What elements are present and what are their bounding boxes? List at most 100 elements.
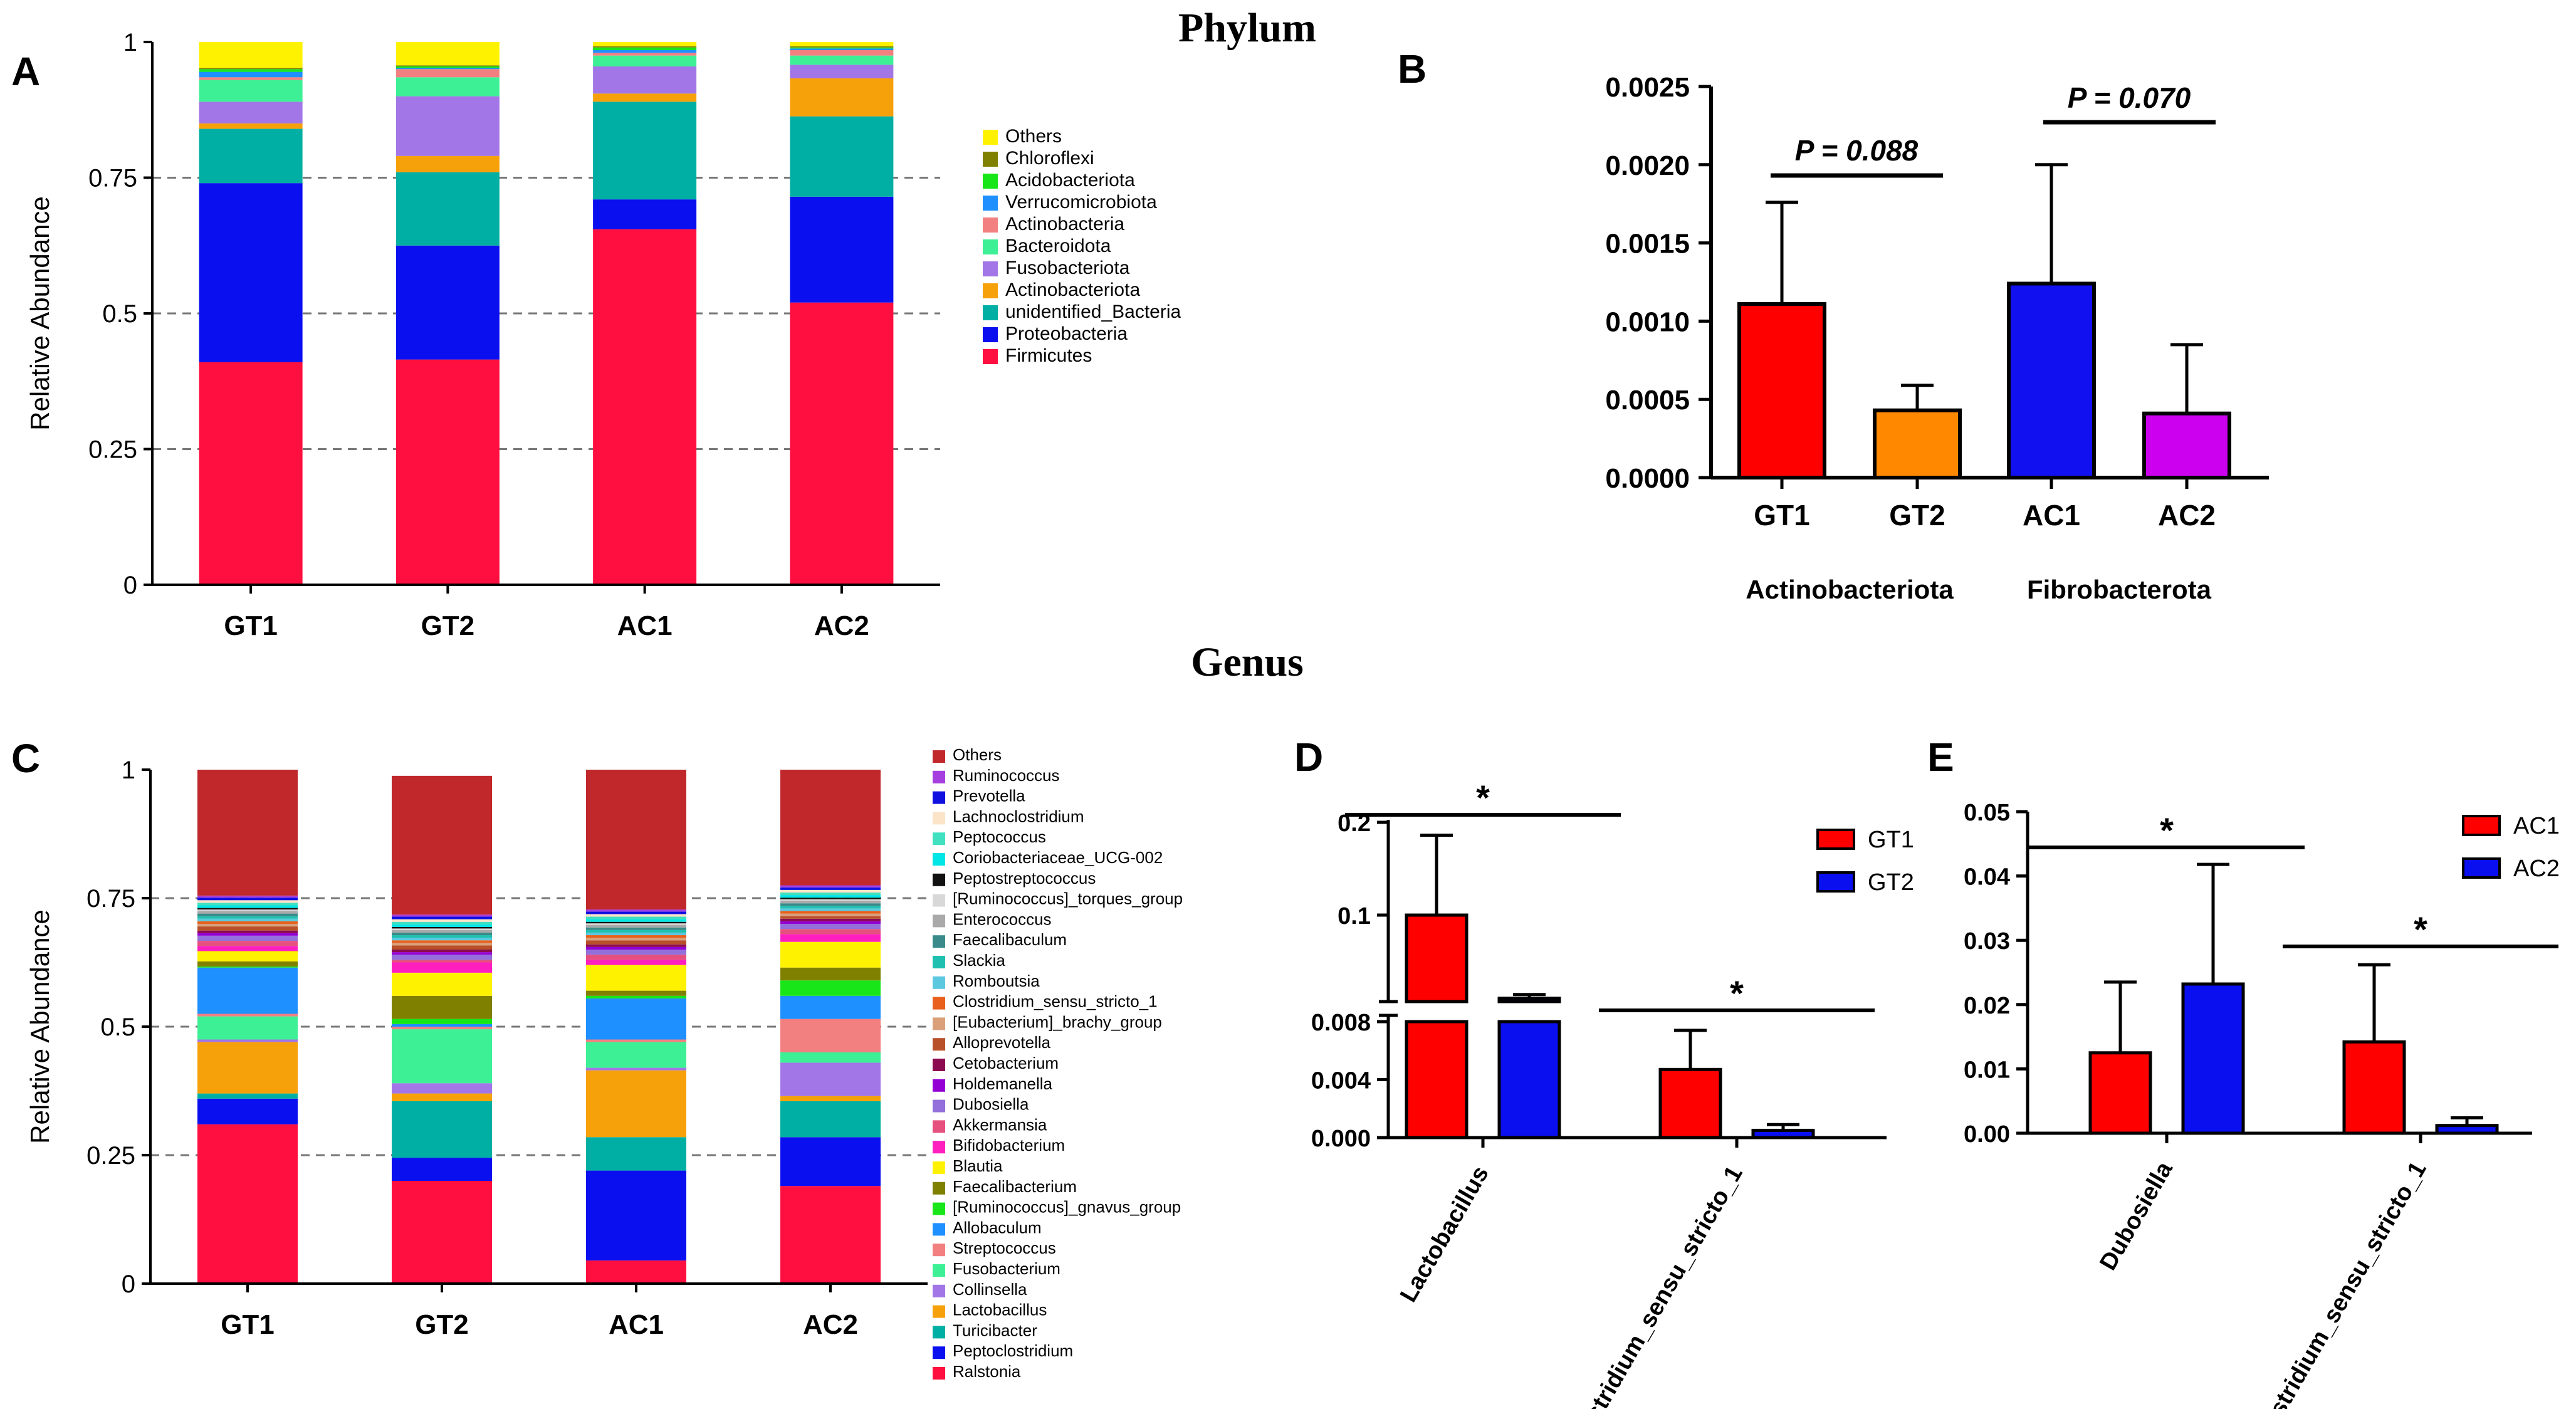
bar-segment-fusobacterium bbox=[392, 1029, 492, 1084]
x-tick-label: AC1 bbox=[617, 610, 673, 641]
legend-swatch bbox=[983, 196, 998, 211]
bar-segment-firmicutes bbox=[199, 362, 303, 585]
legend-swatch bbox=[933, 894, 945, 907]
x-tick-label: Lactobacillus bbox=[1395, 1162, 1494, 1307]
legend-swatch bbox=[933, 770, 945, 783]
bar-ac1 bbox=[2007, 281, 2096, 479]
y-tick-label: 0.0015 bbox=[1605, 229, 1690, 259]
bar-segment-akkermansia bbox=[392, 960, 492, 963]
bar-segment-others bbox=[790, 42, 894, 46]
bar-ac2 bbox=[2181, 982, 2245, 1135]
bar-segment-firmicutes bbox=[790, 302, 894, 585]
panel-letter: E bbox=[1927, 735, 1954, 780]
legend-swatch bbox=[933, 1141, 945, 1154]
legend-label: Ralstonia bbox=[953, 1362, 1021, 1381]
bar-segment-turicibacter bbox=[392, 1101, 492, 1158]
bar-segment-slackia bbox=[780, 906, 881, 909]
bar-segment-ruminococcus bbox=[586, 909, 686, 912]
bar-segment--ruminococcus-gnavus-group bbox=[586, 995, 686, 998]
bar-segment-chloroflexi bbox=[395, 65, 500, 66]
bar-segment-peptostreptococcus bbox=[197, 908, 298, 910]
y-tick-label: 0.0000 bbox=[1605, 463, 1690, 494]
bar-segment-coriobacteriaceae-ucg-002 bbox=[392, 924, 492, 927]
legend-swatch bbox=[933, 1264, 945, 1277]
legend-swatch bbox=[933, 791, 945, 804]
bar-segment-verrucomicrobiota bbox=[790, 48, 894, 50]
bar-segment-allobaculum bbox=[197, 967, 298, 1014]
legend-label: Proteobacteria bbox=[1005, 323, 1128, 344]
bar-segment-fusobacterium bbox=[586, 1042, 686, 1068]
bar-segment-actinobacteria bbox=[395, 69, 500, 78]
legend-swatch bbox=[933, 1223, 945, 1236]
legend-label: AC1 bbox=[2513, 813, 2560, 839]
legend-label: Peptoclostridium bbox=[953, 1341, 1073, 1360]
legend-swatch bbox=[983, 305, 998, 320]
bar-segment-lactobacillus bbox=[780, 1096, 881, 1101]
legend-swatch bbox=[933, 956, 945, 968]
bar-segment-actinobacteriota bbox=[395, 155, 500, 172]
y-tick-label: 0.0025 bbox=[1605, 72, 1690, 103]
x-tick-label: GT2 bbox=[421, 610, 475, 641]
bar-segment-alloprevotella bbox=[586, 940, 686, 945]
x-tick-label: GT2 bbox=[1889, 499, 1945, 532]
bar-segment-lactobacillus bbox=[586, 1070, 686, 1138]
x-tick-label: AC2 bbox=[803, 1309, 858, 1340]
panel-a-phylum-stacked-chart: A GT1 GT2 AC1 AC2 0 0.25 0.5 0.75 1 Relative Abund… bbox=[11, 29, 1181, 641]
bar-segment-ralstonia bbox=[392, 1181, 492, 1284]
y-tick-label: 0.5 bbox=[100, 1014, 135, 1041]
legend-label: Acidobacteriota bbox=[1005, 170, 1135, 191]
bar-segment-coriobacteriaceae-ucg-002 bbox=[780, 895, 881, 898]
bar-segment-fusobacteriota bbox=[790, 65, 894, 79]
legend-swatch bbox=[933, 1305, 945, 1318]
bar-segment-dubosiella bbox=[197, 935, 298, 941]
bar-ac2 bbox=[2435, 1124, 2499, 1135]
bar-segment-bifidobacterium bbox=[392, 962, 492, 973]
legend-label: Akkermansia bbox=[953, 1115, 1047, 1134]
bar-segment-actinobacteria bbox=[790, 50, 894, 56]
bar-segment-slackia bbox=[586, 930, 686, 933]
legend-swatch bbox=[933, 1161, 945, 1174]
bar-segment-chloroflexi bbox=[593, 46, 697, 48]
bar-segment--ruminococcus-torques-group bbox=[197, 909, 298, 911]
legend-label: Romboutsia bbox=[953, 972, 1040, 990]
bar-segment-slackia bbox=[392, 935, 492, 938]
bar-segment-faecalibacterium bbox=[197, 961, 298, 967]
legend-swatch bbox=[983, 261, 998, 276]
y-tick-label: 0.25 bbox=[88, 436, 137, 464]
bar-segment-holdemanella bbox=[586, 946, 686, 950]
bar-segment-allobaculum bbox=[392, 1024, 492, 1027]
bar-segment-actinobacteria bbox=[593, 53, 697, 56]
legend-swatch bbox=[933, 935, 945, 948]
legend-label: Lachnoclostridium bbox=[953, 807, 1084, 825]
legend-swatch bbox=[933, 1244, 945, 1257]
bar-segment-fusobacterium bbox=[197, 1016, 298, 1040]
y-tick-label: 0.008 bbox=[1311, 1010, 1371, 1036]
legend-label: Allobaculum bbox=[953, 1218, 1042, 1237]
bar-segment-faecalibacterium bbox=[586, 990, 686, 996]
panel-letter: C bbox=[11, 736, 40, 781]
bar-segment-streptococcus bbox=[197, 1014, 298, 1017]
bar-segment-romboutsia bbox=[197, 918, 298, 921]
bar-segment-dubosiella bbox=[586, 950, 686, 955]
bar-segment-lactobacillus bbox=[392, 1093, 492, 1101]
legend-label: Lactobacillus bbox=[953, 1301, 1047, 1319]
bar-segment-enterococcus bbox=[392, 930, 492, 933]
legend-label: Blautia bbox=[953, 1156, 1003, 1175]
bar-segment-proteobacteria bbox=[790, 196, 894, 303]
x-tick-label: AC1 bbox=[609, 1309, 664, 1340]
bar-segment-enterococcus bbox=[586, 924, 686, 928]
legend-label: Streptococcus bbox=[953, 1239, 1056, 1257]
bar-segment-peptococcus bbox=[780, 892, 881, 896]
bar-segment-bacteroidota bbox=[790, 55, 894, 65]
significance-star: * bbox=[2414, 909, 2427, 949]
legend-label: Others bbox=[953, 745, 1002, 764]
bar-ac1 bbox=[2088, 1051, 2152, 1135]
x-tick-label: Clostridium_sensu_stricto_1 bbox=[1562, 1162, 1748, 1409]
legend-swatch bbox=[933, 1038, 945, 1051]
legend-label: Dubosiella bbox=[953, 1095, 1029, 1114]
bar-ac2 bbox=[2142, 411, 2231, 479]
bar-segment-peptococcus bbox=[586, 916, 686, 919]
legend-label: Coriobacteriaceae_UCG-002 bbox=[953, 848, 1163, 867]
legend-swatch bbox=[983, 283, 998, 298]
x-tick-label: AC2 bbox=[814, 610, 869, 641]
